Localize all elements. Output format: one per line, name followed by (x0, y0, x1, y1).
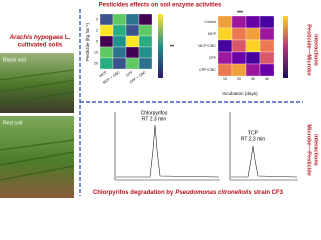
column-label: 10 (223, 77, 227, 81)
photo-label: Black soil (3, 57, 26, 63)
heatmap-cell (112, 13, 127, 26)
chromatogram (229, 112, 298, 181)
heatmap-cell (112, 46, 127, 59)
crop-rows (0, 69, 75, 105)
heatmap-cell (138, 35, 153, 48)
column-label: 40 (265, 77, 269, 81)
title: Pesticides effects on soil enzyme activi… (99, 3, 222, 9)
heatmap-cell (138, 13, 153, 26)
heatmap-cell (125, 35, 140, 48)
heatmap-cell (112, 57, 127, 70)
side-label: Microbe—Pesticide (306, 124, 312, 176)
side-label: Pesticide—Microbe (306, 24, 312, 76)
significance: *** (237, 10, 243, 16)
side-label: interactions (313, 134, 319, 166)
heatmap-cell (245, 51, 261, 65)
heatmap-cell (217, 15, 233, 29)
species: Arachis hypogaea (9, 34, 64, 41)
row-label: CPF (209, 56, 217, 60)
colorbar (158, 14, 163, 78)
heatmap-cell (231, 63, 247, 77)
heatmap-cell (217, 39, 233, 53)
heatmap-cell (138, 57, 153, 70)
heatmap: Control MCP MCP+CBC CPF CPF+CBC 10 20 30 40 (198, 15, 275, 81)
photo-label: Red soil (3, 120, 22, 126)
heatmap-cell (217, 51, 233, 65)
crop-rows (0, 139, 75, 181)
footer-text: Chlorpyrifos degradation by (93, 190, 174, 196)
chromatogram (114, 112, 220, 181)
y-axis-label: Pesticide (kg ha⁻¹) (85, 22, 90, 61)
footer-text: strain CF3 (254, 190, 284, 196)
heatmap-cell (217, 27, 233, 41)
peak-rt: RT 2.3 min (241, 136, 265, 142)
photo-red-soil (0, 116, 74, 198)
heatmap-cell (259, 63, 275, 77)
heatmap-cell (231, 15, 247, 29)
heatmap-cell (112, 24, 127, 37)
heatmap-cell (99, 46, 114, 59)
heatmap-cell (99, 13, 114, 26)
heatmap-cell (245, 39, 261, 53)
column-label: 30 (251, 77, 255, 81)
heatmap-cell (217, 63, 233, 77)
peak-label: Chlorpyrifos (141, 110, 168, 116)
row-label: 5 (96, 39, 98, 43)
heatmap-cell (259, 15, 275, 29)
row-label: Control (204, 20, 216, 24)
graphical-abstract: Pesticides effects on soil enzyme activi… (0, 3, 319, 198)
row-label: 10 (94, 50, 98, 54)
heatmap-cell (125, 46, 140, 59)
heatmap-cell (99, 24, 114, 37)
heatmap-cell (231, 51, 247, 65)
heatmap-cell (125, 13, 140, 26)
heatmap-cell (99, 35, 114, 48)
footer: Chlorpyrifos degradation by Pseudomonas c… (93, 190, 284, 196)
subtitle: cultivated soils (18, 42, 63, 49)
heatmap-cell (99, 57, 114, 70)
species-line: Arachis hypogaea L. (9, 34, 71, 41)
heatmap-cell (245, 63, 261, 77)
side-label: interactions (313, 34, 319, 66)
heatmap-cell (245, 15, 261, 29)
heatmap-cell (259, 39, 275, 53)
heatmap-cell (112, 35, 127, 48)
colorbar (283, 16, 288, 78)
peak-label: TCP (248, 130, 259, 136)
heatmap-cell (138, 24, 153, 37)
row-label: 2 (96, 28, 98, 32)
peak-rt: RT 2.3 min (142, 116, 166, 122)
heatmap-cell (259, 27, 275, 41)
heatmap-cell (245, 27, 261, 41)
heatmap-cell (259, 51, 275, 65)
x-axis-label: Incubation (days) (222, 91, 258, 96)
photo-black-soil (0, 53, 74, 113)
row-label: 0 (96, 17, 98, 21)
heatmap-cell (125, 24, 140, 37)
organism: Pseudomonas citronellolis (175, 190, 252, 196)
row-label: MCP (208, 32, 217, 36)
column-label: MCP (99, 70, 108, 78)
heatmap-cell (231, 39, 247, 53)
species-author: L. (65, 34, 71, 41)
heatmap-cell (231, 27, 247, 41)
significance: ** (170, 44, 174, 50)
row-label: 20 (94, 61, 98, 65)
heatmap-cell (125, 57, 140, 70)
column-label: 20 (237, 77, 241, 81)
row-label: CPF+CBC (199, 68, 216, 72)
row-label: MCP+CBC (198, 44, 216, 48)
column-label: CPF (125, 70, 134, 78)
heatmap-cell (138, 46, 153, 59)
